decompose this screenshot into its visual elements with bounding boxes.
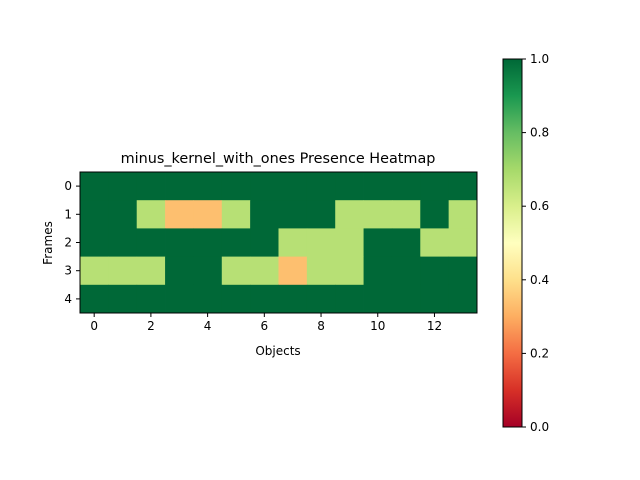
- x-tick-label: 12: [427, 319, 442, 333]
- heatmap-cell: [420, 256, 450, 286]
- x-tick-label: 6: [261, 319, 269, 333]
- heatmap-cell: [193, 228, 223, 257]
- heatmap-cell: [165, 228, 194, 257]
- heatmap-cell: [221, 284, 251, 314]
- x-axis-label: Objects: [255, 344, 300, 358]
- chart-title: minus_kernel_with_ones Presence Heatmap: [121, 151, 436, 167]
- heatmap-cell: [391, 256, 421, 286]
- heatmap-cell: [221, 256, 251, 286]
- heatmap-cell: [306, 284, 336, 314]
- y-axis-ticks: 0 1 2 3 4: [64, 179, 80, 306]
- heatmap-cell: [448, 172, 478, 201]
- x-tick-label: 2: [147, 319, 155, 333]
- heatmap-cell: [165, 172, 194, 201]
- heatmap-cell: [335, 200, 364, 229]
- heatmap-cell: [363, 200, 393, 229]
- y-tick-label: 1: [64, 207, 72, 221]
- heatmap-cell: [165, 200, 194, 229]
- heatmap-cell: [80, 284, 109, 314]
- heatmap-cell: [193, 200, 223, 229]
- heatmap-cell: [363, 172, 393, 201]
- heatmap-cell: [363, 256, 393, 286]
- heatmap-cell: [108, 256, 138, 286]
- colorbar-tick-label: 0.8: [530, 126, 549, 140]
- heatmap-cell: [420, 284, 450, 314]
- heatmap-cell: [278, 284, 308, 314]
- heatmap-cell: [165, 256, 194, 286]
- heatmap-cell: [335, 256, 364, 286]
- heatmap-cell: [448, 228, 478, 257]
- heatmap-cell: [221, 228, 251, 257]
- heatmap-cell: [306, 200, 336, 229]
- heatmap-cell: [250, 228, 279, 257]
- heatmap-cell: [391, 284, 421, 314]
- heatmap-cell: [108, 200, 138, 229]
- x-tick-label: 10: [370, 319, 385, 333]
- heatmap-cell: [363, 228, 393, 257]
- heatmap-cell: [278, 256, 308, 286]
- heatmap-cell: [165, 284, 194, 314]
- heatmap-cell: [136, 284, 166, 314]
- colorbar-tick-label: 0.4: [530, 273, 549, 287]
- heatmap-cell: [420, 200, 450, 229]
- heatmap-cell: [136, 200, 166, 229]
- x-tick-label: 0: [90, 319, 98, 333]
- y-tick-label: 2: [64, 236, 72, 250]
- heatmap-cell: [420, 172, 450, 201]
- x-tick-label: 4: [204, 319, 212, 333]
- heatmap-cell: [391, 228, 421, 257]
- heatmap-cell: [250, 200, 279, 229]
- colorbar-ticks: 0.0 0.2 0.4 0.6 0.8 1.0: [522, 52, 549, 434]
- y-axis-label: Frames: [41, 221, 55, 265]
- heatmap-cell: [391, 172, 421, 201]
- heatmap-cell: [448, 284, 478, 314]
- heatmap-cell: [80, 172, 109, 201]
- heatmap-cell: [391, 200, 421, 229]
- heatmap-cell: [306, 256, 336, 286]
- y-tick-label: 3: [64, 264, 72, 278]
- x-axis-ticks: 0 2 4 6 8 10 12: [90, 313, 442, 333]
- heatmap-cell: [420, 228, 450, 257]
- heatmap-cell: [221, 172, 251, 201]
- colorbar-tick-label: 0.0: [530, 420, 549, 434]
- heatmap-cell: [136, 172, 166, 201]
- x-tick-label: 8: [317, 319, 325, 333]
- heatmap-cell: [335, 228, 364, 257]
- heatmap-cell: [80, 256, 109, 286]
- heatmap-cell: [335, 284, 364, 314]
- colorbar-tick-label: 0.2: [530, 346, 549, 360]
- heatmap-cell: [221, 200, 251, 229]
- heatmap-cell: [80, 228, 109, 257]
- heatmap-cell: [278, 172, 308, 201]
- y-tick-label: 4: [64, 292, 72, 306]
- heatmap-cells: [80, 172, 478, 314]
- heatmap-cell: [448, 200, 478, 229]
- heatmap-cell: [108, 228, 138, 257]
- colorbar-tick-label: 1.0: [530, 52, 549, 66]
- colorbar-tick-label: 0.6: [530, 199, 549, 213]
- heatmap-cell: [250, 256, 279, 286]
- heatmap-cell: [80, 200, 109, 229]
- heatmap-cell: [108, 172, 138, 201]
- heatmap-cell: [136, 228, 166, 257]
- heatmap-cell: [193, 284, 223, 314]
- heatmap-cell: [136, 256, 166, 286]
- heatmap-cell: [278, 228, 308, 257]
- heatmap-cell: [193, 256, 223, 286]
- heatmap-cell: [448, 256, 478, 286]
- heatmap-cell: [278, 200, 308, 229]
- y-tick-label: 0: [64, 179, 72, 193]
- heatmap-cell: [193, 172, 223, 201]
- heatmap-cell: [108, 284, 138, 314]
- heatmap-cell: [306, 228, 336, 257]
- colorbar: [502, 58, 523, 428]
- heatmap-cell: [250, 284, 279, 314]
- heatmap-cell: [335, 172, 364, 201]
- heatmap-cell: [363, 284, 393, 314]
- heatmap-cell: [250, 172, 279, 201]
- heatmap-cell: [306, 172, 336, 201]
